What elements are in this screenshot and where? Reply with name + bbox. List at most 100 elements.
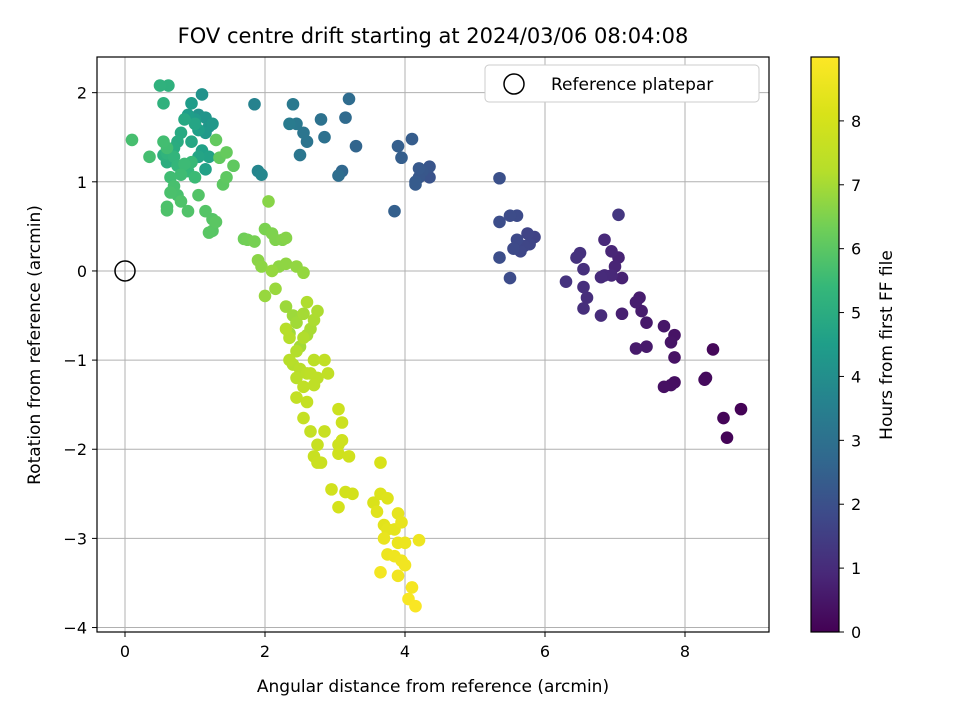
data-point [321, 367, 335, 380]
data-point [195, 88, 209, 101]
colorbar-tick-label: 4 [851, 367, 861, 386]
data-point [314, 113, 328, 126]
data-point [332, 500, 345, 514]
data-point [220, 146, 233, 159]
data-point [202, 226, 216, 239]
data-point [311, 438, 324, 452]
data-point [332, 402, 345, 416]
data-point [265, 264, 279, 278]
data-point [717, 411, 730, 425]
legend-box [484, 64, 760, 103]
data-point [290, 344, 303, 358]
data-point [493, 215, 506, 229]
data-point [297, 411, 310, 425]
data-point [297, 380, 310, 394]
data-point [388, 204, 401, 218]
data-point [290, 371, 303, 385]
plot-frame [96, 56, 770, 633]
colorbar-tick-label: 2 [851, 495, 861, 514]
data-point [577, 280, 590, 294]
data-point [615, 271, 629, 285]
data-point [668, 351, 681, 364]
data-point [493, 251, 506, 264]
data-point [374, 456, 387, 469]
colorbar-tick-label: 1 [851, 559, 861, 578]
data-point [342, 450, 356, 463]
data-point [640, 316, 653, 329]
data-point [615, 307, 629, 321]
chart-title: FOV centre drift starting at 2024/03/06 … [178, 24, 689, 48]
data-point [405, 581, 419, 594]
data-point [734, 402, 748, 416]
data-point [395, 151, 408, 165]
data-point [335, 416, 349, 429]
data-point [559, 275, 573, 288]
colorbar-tick-label: 3 [851, 431, 861, 450]
data-point [377, 532, 391, 545]
data-point [577, 262, 590, 276]
data-point [507, 242, 520, 255]
colorbar-ticks: 0 1 2 3 4 5 6 7 8 [839, 112, 861, 642]
data-point [405, 132, 419, 146]
reference-platepar-marker [114, 260, 136, 282]
x-axis-label: Angular distance from reference (arcmin) [257, 677, 609, 697]
data-point [283, 353, 296, 367]
data-point [349, 139, 363, 153]
colorbar-tick-label: 0 [851, 623, 861, 642]
data-point [290, 391, 303, 404]
data-point [206, 117, 219, 131]
data-point [293, 148, 307, 162]
data-point [307, 378, 321, 392]
data-point [178, 157, 191, 171]
data-point [255, 260, 268, 273]
data-point [174, 168, 188, 181]
x-tick-label: 4 [400, 642, 410, 661]
y-tick-label: −2 [63, 440, 87, 459]
data-point [325, 483, 338, 496]
legend: Reference platepar [484, 64, 760, 103]
data-point [503, 271, 517, 285]
data-point [503, 209, 517, 222]
data-point [297, 307, 310, 321]
data-point [332, 169, 345, 182]
data-point [153, 79, 167, 92]
data-point [279, 322, 293, 336]
y-axis-label: Rotation from reference (arcmin) [25, 205, 45, 485]
data-point [391, 139, 405, 153]
data-point [664, 335, 678, 349]
data-point [300, 395, 314, 409]
data-point [209, 133, 223, 147]
data-point [657, 319, 671, 333]
data-point [318, 130, 331, 144]
data-point [178, 113, 191, 126]
data-point [188, 117, 202, 131]
data-point [412, 162, 426, 175]
data-point [657, 380, 671, 394]
data-point [181, 204, 195, 218]
data-point [262, 195, 275, 208]
data-point [279, 257, 293, 271]
data-point [255, 168, 268, 181]
data-point [283, 117, 296, 131]
data-point [258, 289, 272, 303]
y-axis-ticks: −4 −3 −2 −1 0 1 2 [63, 84, 97, 638]
y-tick-label: −4 [63, 619, 87, 638]
x-tick-label: 2 [260, 642, 270, 661]
data-point [577, 302, 590, 315]
data-point [157, 97, 170, 110]
data-point [297, 266, 310, 280]
data-point [174, 195, 188, 208]
data-point [395, 516, 408, 529]
colorbar: 0 1 2 3 4 5 6 7 8 Hours from first FF file [810, 56, 897, 642]
data-point [220, 171, 233, 184]
data-point [160, 204, 174, 217]
data-point [318, 353, 331, 367]
data-point [248, 235, 261, 248]
data-point [307, 353, 321, 367]
data-point [640, 340, 653, 354]
data-point [297, 331, 310, 345]
colorbar-tick-label: 7 [851, 176, 861, 195]
data-point [698, 373, 711, 387]
data-point [521, 227, 534, 240]
